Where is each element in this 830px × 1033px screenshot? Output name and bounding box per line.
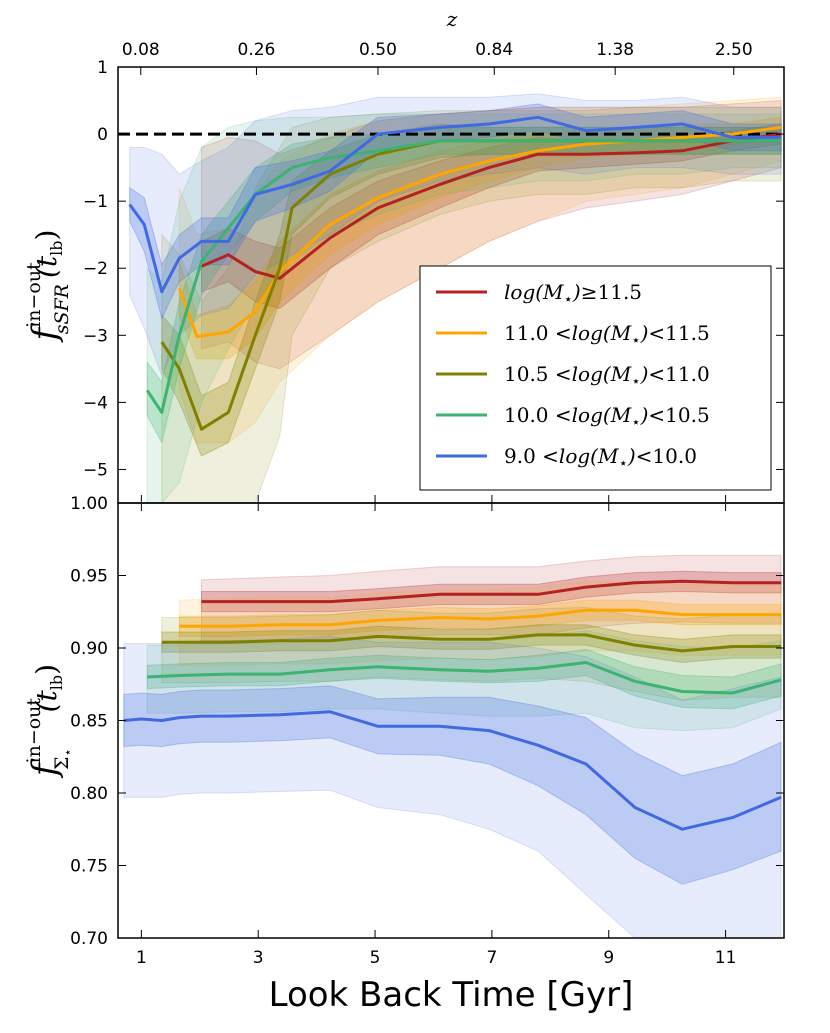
bottom-inner-band-10-5-log-m-11-0 — [161, 624, 782, 664]
bottom-y-tick-label: 0.85 — [70, 712, 108, 732]
top-series-line-11-0-log-m-11-5 — [177, 125, 782, 339]
top-axis-title: z — [446, 7, 458, 31]
legend-label-4: 10.0 <log(M⋆)<10.5 — [504, 403, 710, 431]
top-outer-band-11-0-log-m-11-5 — [178, 96, 782, 444]
axis-tick-labels: 1 3 5 7 9 11 0.08 0.26 0.50 0.84 1.38 2.50 1 0 −1 −2 −3 −… — [70, 40, 753, 968]
top-y-tick-label: 0 — [97, 125, 108, 145]
top-y-tick-label: 1 — [97, 58, 108, 78]
x-tick-label: 11 — [715, 948, 737, 968]
x-axis-title: Look Back Time [Gyr] — [269, 975, 634, 1015]
bottom-series-line-log-m-11-5 — [201, 579, 782, 604]
bottom-y-tick-label: 0.75 — [70, 857, 108, 877]
bottom-y-tick-label: 0.70 — [70, 929, 108, 949]
x-tick-label: 7 — [486, 948, 497, 968]
top-outer-band-9-0-log-m-10-0 — [129, 93, 782, 377]
top-inner-band-9-0-log-m-10-0 — [129, 103, 782, 320]
bottom-series-line-10-5-log-m-11-0 — [161, 633, 782, 653]
z-tick-label: 0.50 — [359, 40, 397, 60]
legend-label-5: 9.0 <log(M⋆)<10.0 — [504, 444, 697, 472]
bottom-inner-band-9-0-log-m-10-0 — [123, 685, 782, 885]
legend-label-3: 10.5 <log(M⋆)<11.0 — [504, 362, 710, 390]
bottom-y-tick-label: 0.80 — [70, 784, 108, 804]
top-y-tick-label: −5 — [83, 460, 108, 480]
x-tick-label: 1 — [136, 948, 147, 968]
bottom-series-line-9-0-log-m-10-0 — [123, 710, 782, 831]
bottom-series-line-11-0-log-m-11-5 — [179, 608, 782, 628]
top-y-axis-label: fin−out sSFR(tlb) — [23, 230, 73, 344]
x-tick-label: 3 — [253, 948, 264, 968]
top-series-line-10-0-log-m-10-5 — [145, 139, 782, 414]
z-tick-label: 0.84 — [475, 40, 513, 60]
bottom-y-axis-label: fin−out Σ⋆(tlb) — [23, 664, 76, 779]
x-tick-label: 9 — [603, 948, 614, 968]
bottom-y-tick-label: 0.95 — [70, 567, 108, 587]
bottom-y-tick-label: 1.00 — [70, 494, 108, 514]
legend: log(M⋆)≥11.5 11.0 <log(M⋆)<11.5 10.5 <log(… — [419, 265, 772, 491]
top-series-line-log-m-11-5 — [200, 132, 782, 280]
legend-label-2: 11.0 <log(M⋆)<11.5 — [504, 321, 710, 349]
top-panel-lines — [128, 115, 782, 431]
top-y-tick-label: −4 — [83, 393, 108, 413]
z-tick-label: 0.08 — [122, 40, 160, 60]
z-tick-label: 0.26 — [238, 40, 276, 60]
bottom-inner-band-10-0-log-m-10-5 — [146, 648, 782, 710]
bottom-panel-lines — [123, 579, 782, 831]
bottom-series-line-10-0-log-m-10-5 — [147, 661, 782, 695]
top-panel-bands — [129, 93, 782, 503]
axis-ticks — [118, 66, 784, 939]
top-series-line-9-0-log-m-10-0 — [128, 115, 782, 294]
bottom-y-tick-label: 0.90 — [70, 639, 108, 659]
x-tick-label: 5 — [370, 948, 381, 968]
z-tick-label: 1.38 — [596, 40, 634, 60]
top-y-tick-label: −3 — [83, 326, 108, 346]
legend-box — [419, 265, 772, 491]
top-inner-band-10-0-log-m-10-5 — [146, 126, 782, 444]
top-y-tick-label: −1 — [83, 192, 108, 212]
legend-label-1: log(M⋆)≥11.5 — [504, 280, 642, 308]
z-tick-label: 2.50 — [715, 40, 753, 60]
top-y-tick-label: −2 — [83, 259, 108, 279]
top-inner-band-10-5-log-m-11-0 — [161, 123, 782, 457]
